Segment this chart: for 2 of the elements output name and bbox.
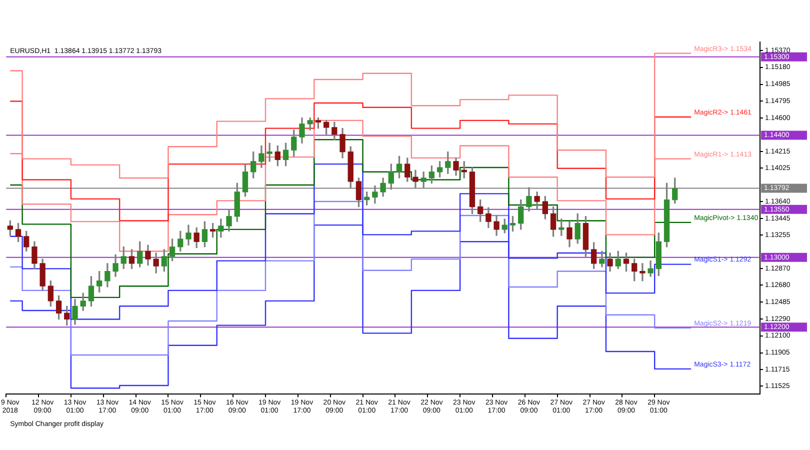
candlestick: [640, 263, 646, 282]
candlestick: [266, 142, 272, 162]
